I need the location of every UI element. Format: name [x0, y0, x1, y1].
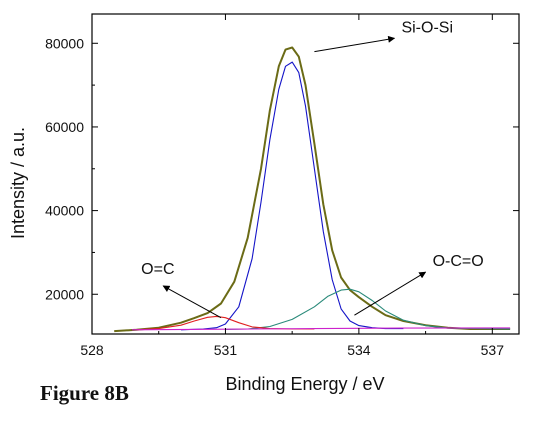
series-line-1	[180, 61, 404, 331]
annotation-label: Si-O-Si	[401, 19, 453, 36]
y-tick-label: 40000	[45, 203, 84, 219]
y-tick-label: 60000	[45, 119, 84, 135]
x-axis-title: Binding Energy / eV	[225, 374, 384, 394]
series-group	[114, 46, 511, 333]
annotation-arrow	[314, 35, 396, 53]
plot-frame	[91, 13, 520, 335]
series-line-4	[131, 327, 511, 331]
annotation-arrow	[354, 271, 427, 316]
series-line-0	[114, 46, 511, 333]
x-tick-label: 528	[80, 342, 104, 358]
annotation-label: O=C	[141, 261, 174, 278]
y-tick-label: 20000	[45, 286, 84, 302]
y-tick-label: 80000	[45, 35, 84, 51]
y-axis-title: Intensity / a.u.	[8, 127, 28, 239]
annotation-arrow	[162, 285, 222, 319]
x-tick-label: 534	[347, 342, 371, 358]
annotation-label: O-C=O	[433, 253, 484, 270]
plot-area	[91, 13, 520, 335]
series-line-2	[225, 288, 511, 330]
annotation-group: Si-O-Si O-C=O O=C	[141, 19, 484, 319]
figure-label: Figure 8B	[40, 381, 129, 405]
axes-group: 528 531 534 537 20000 40000 60000 80000	[45, 14, 519, 358]
x-tick-label: 537	[481, 342, 505, 358]
x-tick-label: 531	[214, 342, 238, 358]
